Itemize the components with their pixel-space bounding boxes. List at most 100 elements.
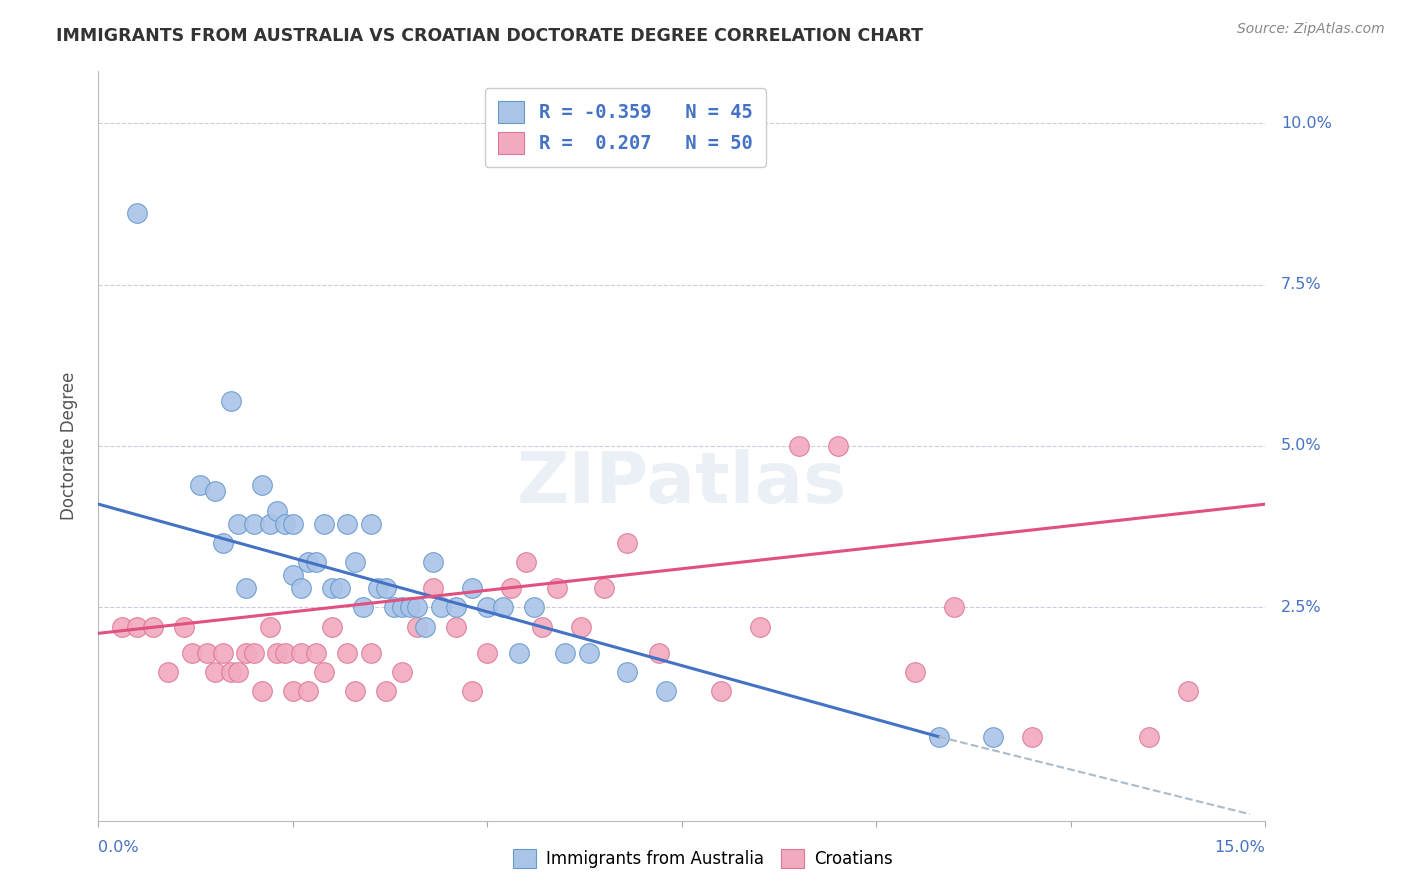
Point	[336, 516, 359, 531]
Point	[228, 665, 250, 679]
Point	[375, 581, 398, 595]
Point	[259, 516, 281, 531]
Point	[422, 581, 444, 595]
Text: IMMIGRANTS FROM AUSTRALIA VS CROATIAN DOCTORATE DEGREE CORRELATION CHART: IMMIGRANTS FROM AUSTRALIA VS CROATIAN DO…	[56, 27, 924, 45]
Point	[336, 646, 359, 660]
Point	[127, 206, 149, 220]
Point	[157, 665, 180, 679]
Point	[204, 665, 226, 679]
Point	[344, 684, 367, 698]
Point	[943, 600, 966, 615]
Point	[406, 620, 429, 634]
Point	[477, 646, 499, 660]
Point	[344, 555, 367, 569]
Point	[219, 665, 242, 679]
Point	[787, 439, 810, 453]
Point	[188, 477, 211, 491]
Point	[508, 646, 530, 660]
Point	[281, 684, 304, 698]
Point	[321, 581, 343, 595]
Point	[266, 646, 288, 660]
Point	[398, 600, 420, 615]
Point	[212, 536, 235, 550]
Point	[195, 646, 218, 660]
Point	[710, 684, 733, 698]
Text: 2.5%: 2.5%	[1281, 600, 1322, 615]
Point	[219, 393, 242, 408]
Point	[352, 600, 374, 615]
Point	[274, 646, 297, 660]
Point	[422, 555, 444, 569]
Point	[461, 581, 484, 595]
Point	[367, 581, 389, 595]
Point	[360, 516, 382, 531]
Point	[391, 665, 413, 679]
Point	[173, 620, 195, 634]
Legend: R = -0.359   N = 45, R =  0.207   N = 50: R = -0.359 N = 45, R = 0.207 N = 50	[485, 88, 766, 167]
Point	[461, 684, 484, 698]
Text: 10.0%: 10.0%	[1281, 116, 1331, 130]
Point	[375, 684, 398, 698]
Point	[655, 684, 678, 698]
Point	[492, 600, 515, 615]
Point	[827, 439, 849, 453]
Point	[127, 620, 149, 634]
Point	[515, 555, 537, 569]
Point	[235, 581, 257, 595]
Point	[429, 600, 451, 615]
Point	[748, 620, 770, 634]
Point	[297, 555, 319, 569]
Text: 7.5%: 7.5%	[1281, 277, 1322, 292]
Point	[290, 581, 312, 595]
Legend: Immigrants from Australia, Croatians: Immigrants from Australia, Croatians	[506, 842, 900, 875]
Point	[382, 600, 405, 615]
Point	[413, 620, 436, 634]
Point	[578, 646, 600, 660]
Point	[530, 620, 553, 634]
Point	[928, 730, 950, 744]
Text: 0.0%: 0.0%	[98, 840, 139, 855]
Point	[616, 536, 638, 550]
Point	[406, 600, 429, 615]
Point	[360, 646, 382, 660]
Point	[204, 484, 226, 499]
Point	[312, 665, 335, 679]
Point	[981, 730, 1004, 744]
Point	[305, 646, 328, 660]
Point	[180, 646, 202, 660]
Y-axis label: Doctorate Degree: Doctorate Degree	[59, 372, 77, 520]
Point	[477, 600, 499, 615]
Point	[297, 684, 319, 698]
Point	[329, 581, 352, 595]
Point	[647, 646, 669, 660]
Point	[593, 581, 616, 595]
Point	[446, 620, 468, 634]
Point	[391, 600, 413, 615]
Point	[1137, 730, 1160, 744]
Point	[546, 581, 568, 595]
Point	[266, 503, 288, 517]
Point	[274, 516, 297, 531]
Point	[446, 600, 468, 615]
Point	[1177, 684, 1199, 698]
Point	[281, 516, 304, 531]
Point	[228, 516, 250, 531]
Point	[243, 516, 266, 531]
Text: 15.0%: 15.0%	[1215, 840, 1265, 855]
Text: 5.0%: 5.0%	[1281, 439, 1322, 453]
Point	[616, 665, 638, 679]
Point	[235, 646, 257, 660]
Point	[142, 620, 165, 634]
Point	[499, 581, 522, 595]
Point	[523, 600, 546, 615]
Point	[243, 646, 266, 660]
Point	[904, 665, 927, 679]
Point	[281, 568, 304, 582]
Point	[250, 684, 273, 698]
Text: Source: ZipAtlas.com: Source: ZipAtlas.com	[1237, 22, 1385, 37]
Point	[321, 620, 343, 634]
Text: ZIPatlas: ZIPatlas	[517, 449, 846, 518]
Point	[212, 646, 235, 660]
Point	[554, 646, 576, 660]
Point	[312, 516, 335, 531]
